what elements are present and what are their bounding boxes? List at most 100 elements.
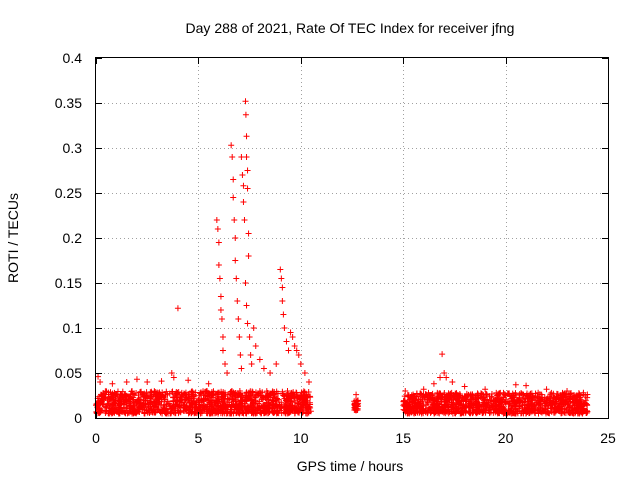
data-point <box>236 334 243 340</box>
data-point <box>558 403 565 410</box>
data-point <box>175 398 182 405</box>
data-point <box>404 410 411 417</box>
data-point <box>583 407 590 414</box>
data-point <box>468 401 475 408</box>
data-point <box>293 347 300 354</box>
data-point <box>236 388 243 395</box>
data-point <box>249 399 256 406</box>
data-point <box>508 395 515 402</box>
data-point <box>153 397 160 404</box>
data-point <box>165 410 172 417</box>
data-point <box>103 388 110 395</box>
data-point <box>154 389 161 396</box>
data-point <box>295 352 302 358</box>
data-point <box>532 396 539 403</box>
data-point <box>127 393 134 400</box>
x-tick-label: 5 <box>195 430 203 446</box>
data-point <box>474 409 481 416</box>
x-tick-label: 0 <box>92 430 100 446</box>
data-point <box>483 400 490 407</box>
data-point <box>264 404 271 411</box>
data-point <box>244 405 251 412</box>
data-point <box>289 334 296 340</box>
data-point <box>304 394 311 401</box>
data-point <box>208 402 215 409</box>
data-point <box>103 404 110 411</box>
data-point <box>502 410 509 417</box>
data-point <box>184 404 191 411</box>
x-tick-label: 10 <box>293 430 309 446</box>
data-point <box>108 396 115 403</box>
data-point <box>564 388 571 394</box>
data-point <box>157 401 164 408</box>
data-point <box>123 379 130 385</box>
y-tick-label: 0.1 <box>63 320 83 336</box>
data-point <box>291 397 298 404</box>
data-point <box>102 407 109 414</box>
data-point <box>550 390 557 397</box>
data-point <box>128 404 135 411</box>
data-point <box>286 408 293 415</box>
data-point <box>111 400 118 407</box>
data-point <box>123 397 130 404</box>
data-point <box>106 410 113 417</box>
data-point <box>522 395 529 402</box>
data-point <box>237 397 244 404</box>
data-point <box>212 391 219 398</box>
data-point <box>215 262 222 268</box>
data-point <box>305 379 312 385</box>
data-point <box>569 399 576 406</box>
x-tick-labels: 0 5 10 15 20 25 <box>92 430 616 446</box>
plot-frame <box>95 57 609 419</box>
data-point <box>432 406 439 413</box>
data-point <box>416 401 423 408</box>
data-point <box>522 410 529 417</box>
data-point <box>254 404 261 411</box>
data-point <box>439 351 446 358</box>
data-point <box>138 403 145 410</box>
data-point <box>120 398 127 405</box>
data-point <box>231 402 238 409</box>
data-point <box>200 391 207 398</box>
data-point <box>111 408 118 415</box>
data-point <box>161 396 168 403</box>
data-point <box>207 410 214 417</box>
data-point <box>275 396 282 403</box>
data-point <box>229 154 236 160</box>
data-point <box>171 407 178 414</box>
data-point <box>528 397 535 404</box>
data-point <box>445 390 452 397</box>
data-point <box>556 404 563 411</box>
y-tick-label: 0.35 <box>55 95 82 111</box>
data-point <box>441 370 448 376</box>
data-point <box>279 284 286 291</box>
data-point <box>159 389 166 396</box>
data-point <box>133 400 140 407</box>
data-point <box>508 406 515 413</box>
data-point <box>144 397 151 404</box>
data-point <box>566 404 573 411</box>
data-point <box>216 275 223 282</box>
data-point <box>494 391 501 398</box>
data-point <box>237 352 244 358</box>
data-point <box>459 409 466 416</box>
grid-layer <box>96 58 608 418</box>
data-point <box>228 142 235 149</box>
data-point <box>96 401 103 408</box>
data-point <box>353 402 360 409</box>
data-point <box>543 386 550 393</box>
data-point <box>505 401 512 408</box>
data-point <box>563 405 570 412</box>
data-point <box>285 347 292 354</box>
data-point <box>289 405 296 412</box>
data-point <box>154 395 161 402</box>
data-point <box>561 406 568 413</box>
data-point <box>188 408 195 415</box>
y-tick-label: 0.05 <box>55 365 82 381</box>
data-point <box>238 365 245 372</box>
data-point <box>135 392 142 399</box>
data-point <box>469 391 476 398</box>
data-point <box>283 338 290 345</box>
data-point <box>244 185 251 192</box>
data-point <box>175 410 182 417</box>
